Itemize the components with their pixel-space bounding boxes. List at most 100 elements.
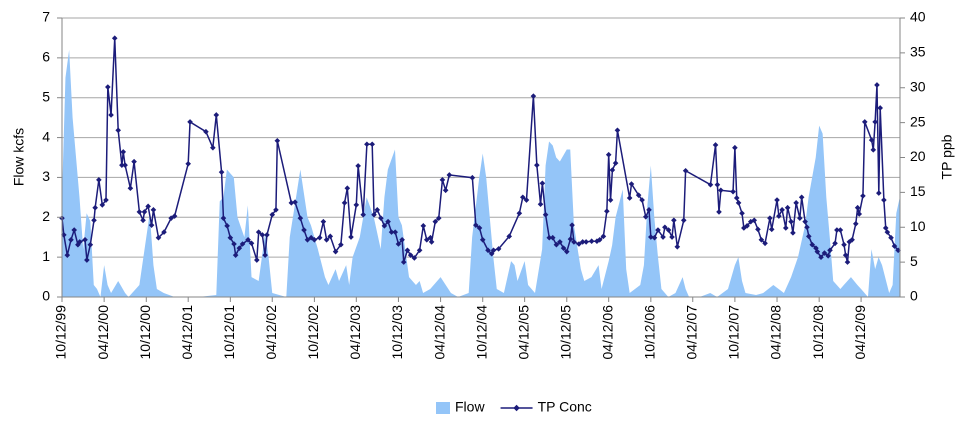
x-tick-label: 04/12/03 xyxy=(347,305,363,360)
tp-marker xyxy=(381,223,388,229)
tp-marker xyxy=(712,142,719,148)
tp-marker xyxy=(274,137,281,144)
tp-marker xyxy=(476,225,483,231)
tp-marker xyxy=(768,226,775,233)
tp-marker xyxy=(171,213,178,219)
tp-marker xyxy=(832,240,838,247)
tp-marker xyxy=(609,167,616,173)
tp-marker xyxy=(427,234,434,241)
tp-marker xyxy=(665,227,672,233)
tp-marker xyxy=(834,227,840,233)
tp-marker xyxy=(809,241,816,248)
tp-marker xyxy=(596,237,603,243)
flow-area xyxy=(62,49,900,298)
tp-marker xyxy=(374,207,381,213)
tp-marker xyxy=(264,232,270,238)
tp-marker xyxy=(560,245,567,251)
tp-marker xyxy=(64,252,71,258)
tp-marker xyxy=(218,169,225,175)
tp-marker xyxy=(140,217,146,224)
tp-marker xyxy=(776,213,782,219)
tp-marker xyxy=(82,237,88,243)
tp-marker xyxy=(308,234,314,241)
tp-marker xyxy=(735,200,742,206)
tp-marker xyxy=(155,234,162,241)
tp-marker xyxy=(404,247,411,254)
tp-marker xyxy=(767,215,773,221)
tp-marker xyxy=(798,194,805,201)
tp-marker xyxy=(469,174,476,181)
y2-tick-label: 25 xyxy=(910,113,926,129)
tp-marker xyxy=(96,177,102,183)
tp-marker xyxy=(718,187,724,194)
tp-marker xyxy=(755,226,761,233)
x-tick-label: 10/12/05 xyxy=(557,305,573,360)
tp-marker xyxy=(671,217,677,224)
tp-marker xyxy=(779,207,785,213)
tp-marker xyxy=(435,215,442,221)
tp-marker xyxy=(852,220,859,227)
tp-marker xyxy=(651,234,658,241)
tp-marker xyxy=(388,229,395,235)
legend: Flow TP Conc xyxy=(436,399,592,415)
tp-marker xyxy=(600,233,607,240)
tp-marker xyxy=(674,243,681,250)
tp-marker xyxy=(604,208,610,215)
tp-marker xyxy=(639,197,645,203)
tp-marker xyxy=(255,229,262,235)
tp-marker xyxy=(399,237,405,243)
tp-marker xyxy=(751,217,758,224)
tp-marker xyxy=(506,233,513,240)
tp-marker xyxy=(446,172,453,178)
tp-marker xyxy=(895,247,901,254)
x-tick-label: 04/12/04 xyxy=(431,305,447,360)
tp-marker xyxy=(874,82,880,88)
tp-marker xyxy=(537,201,544,208)
tp-marker xyxy=(360,211,367,218)
tp-marker xyxy=(316,234,323,241)
tp-marker xyxy=(841,241,847,248)
tp-marker xyxy=(495,246,502,252)
tp-marker xyxy=(774,197,780,203)
tp-marker xyxy=(739,210,745,217)
tp-marker xyxy=(549,234,556,241)
tp-marker xyxy=(891,243,898,249)
tp-marker xyxy=(61,232,67,238)
tp-marker xyxy=(341,200,348,206)
tp-marker xyxy=(546,234,553,241)
tp-marker xyxy=(87,241,94,248)
y-axis-title: Flow kcfs xyxy=(11,128,27,186)
x-tick-label: 10/12/03 xyxy=(389,305,405,360)
tp-marker xyxy=(99,202,106,208)
tp-marker xyxy=(861,119,868,125)
tp-marker xyxy=(203,128,209,135)
y2-tick-label: 15 xyxy=(910,183,926,199)
tp-marker xyxy=(716,209,722,215)
tp-marker xyxy=(273,207,279,213)
tp-marker xyxy=(84,257,90,263)
x-tick-label: 04/12/07 xyxy=(683,305,699,360)
x-tick-label: 10/12/08 xyxy=(810,305,826,360)
y2-tick-label: 30 xyxy=(910,78,926,94)
plot xyxy=(59,35,901,298)
tp-marker xyxy=(530,93,537,99)
tp-marker xyxy=(227,234,234,241)
tp-marker xyxy=(784,204,791,211)
tp-marker xyxy=(432,218,439,225)
tp-marker xyxy=(825,253,831,259)
tp-marker xyxy=(239,241,246,247)
tp-marker xyxy=(642,213,649,220)
tp-marker xyxy=(569,222,575,228)
tp-marker xyxy=(187,119,193,125)
tp-marker xyxy=(758,237,765,243)
tp-marker xyxy=(846,239,853,245)
tp-marker xyxy=(420,223,427,229)
tp-marker xyxy=(473,222,479,228)
tp-marker xyxy=(371,211,377,218)
x-tick-label: 04/12/00 xyxy=(95,305,111,360)
x-tick-label: 04/12/08 xyxy=(768,305,784,360)
tp-marker xyxy=(542,211,549,218)
tp-marker xyxy=(428,239,435,245)
tp-marker xyxy=(806,233,812,240)
tp-marker xyxy=(837,227,844,233)
